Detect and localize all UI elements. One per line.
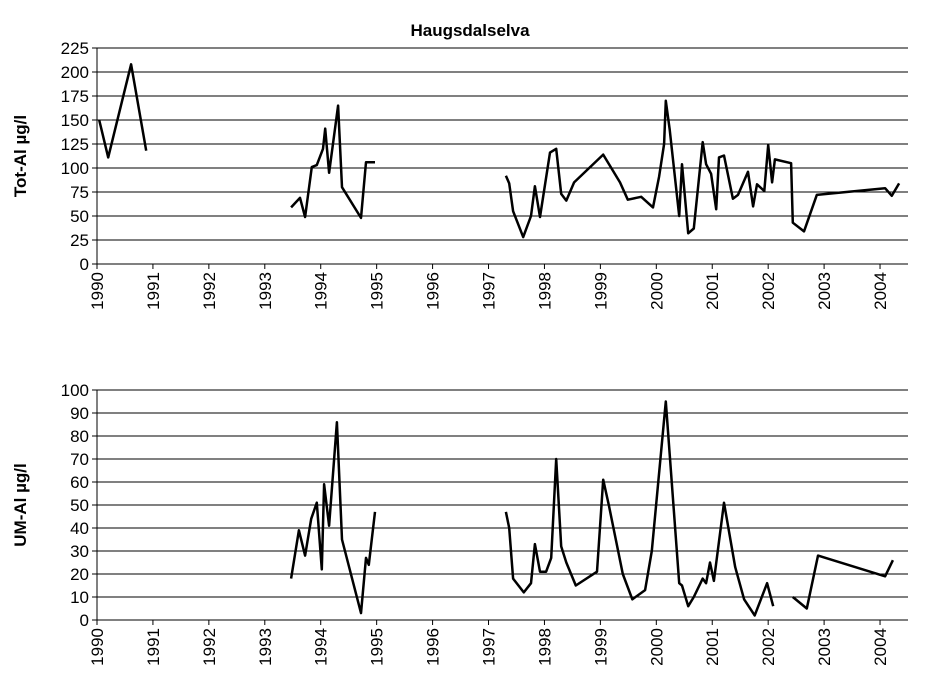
y-tick-label: 150: [61, 111, 89, 130]
y-tick-label: 100: [61, 381, 89, 400]
x-tick-label: 2001: [703, 272, 722, 310]
x-tick-label: 1999: [591, 628, 610, 666]
x-tick-label: 1994: [312, 272, 331, 310]
x-tick-label: 1997: [480, 628, 499, 666]
x-tick-label: 2004: [871, 628, 890, 666]
x-tick-label: 2003: [815, 628, 834, 666]
x-tick-label: 1992: [200, 628, 219, 666]
y-tick-label: 80: [70, 427, 89, 446]
x-tick-label: 2002: [759, 272, 778, 310]
y-tick-label: 70: [70, 450, 89, 469]
x-tick-label: 1996: [424, 272, 443, 310]
y-tick-label: 100: [61, 159, 89, 178]
data-line: [97, 63, 901, 239]
y-tick-label: 10: [70, 588, 89, 607]
y-tick-label: 90: [70, 404, 89, 423]
y-tick-label: 125: [61, 135, 89, 154]
x-tick-label: 1996: [424, 628, 443, 666]
x-tick-label: 2004: [871, 272, 890, 310]
x-tick-label: 2003: [815, 272, 834, 310]
y-tick-label: 225: [61, 39, 89, 58]
x-tick-label: 2000: [647, 272, 666, 310]
x-tick-label: 1990: [88, 628, 107, 666]
x-tick-label: 1995: [368, 272, 387, 310]
y-tick-label: 200: [61, 63, 89, 82]
x-tick-label: 1995: [368, 628, 387, 666]
y-tick-label: 25: [70, 231, 89, 250]
x-tick-label: 1994: [312, 628, 331, 666]
x-tick-label: 1990: [88, 272, 107, 310]
y-axis-label: Tot-Al µg/l: [11, 115, 30, 197]
x-tick-label: 1991: [144, 628, 163, 666]
x-tick-label: 2000: [647, 628, 666, 666]
y-tick-label: 20: [70, 565, 89, 584]
x-tick-label: 2001: [703, 628, 722, 666]
chart-title: Haugsdalselva: [410, 21, 530, 40]
x-tick-label: 1998: [535, 272, 554, 310]
x-tick-label: 2002: [759, 628, 778, 666]
y-tick-label: 50: [70, 496, 89, 515]
x-tick-label: 1993: [256, 272, 275, 310]
y-axis-label: UM-Al µg/l: [11, 463, 30, 546]
x-tick-label: 1992: [200, 272, 219, 310]
y-tick-label: 60: [70, 473, 89, 492]
y-tick-label: 0: [80, 255, 89, 274]
y-tick-label: 0: [80, 611, 89, 630]
x-tick-label: 1998: [535, 628, 554, 666]
y-tick-label: 175: [61, 87, 89, 106]
x-tick-label: 1999: [591, 272, 610, 310]
y-tick-label: 30: [70, 542, 89, 561]
x-tick-label: 1991: [144, 272, 163, 310]
y-tick-label: 40: [70, 519, 89, 538]
x-tick-label: 1993: [256, 628, 275, 666]
x-tick-label: 1997: [480, 272, 499, 310]
y-tick-label: 50: [70, 207, 89, 226]
data-line: [289, 400, 895, 617]
y-tick-label: 75: [70, 183, 89, 202]
